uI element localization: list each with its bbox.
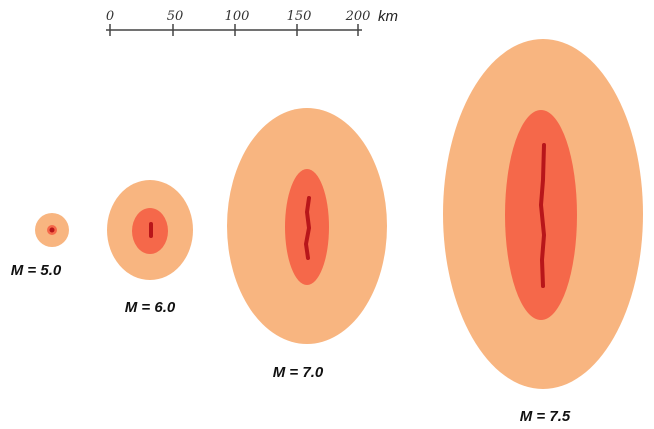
scale-label: 150 bbox=[287, 9, 312, 24]
scale-label: 0 bbox=[106, 9, 114, 24]
rupture bbox=[50, 228, 55, 233]
scale-label: 50 bbox=[167, 9, 184, 24]
zone-m6 bbox=[107, 180, 193, 280]
zone-m5 bbox=[35, 213, 69, 247]
zone-m7 bbox=[227, 108, 387, 344]
scale-label: 200 bbox=[345, 9, 371, 24]
zone-m75 bbox=[443, 39, 643, 389]
rupture bbox=[541, 145, 544, 286]
diagram: 0 50 100 150 200 km M = 5.0 M = 6.0 M = … bbox=[0, 0, 654, 429]
magnitude-label: M = 5.0 bbox=[11, 262, 62, 279]
scale-unit: km bbox=[378, 8, 398, 25]
scale-label: 100 bbox=[225, 9, 250, 24]
magnitude-label: M = 6.0 bbox=[125, 299, 176, 316]
magnitude-label: M = 7.5 bbox=[520, 408, 571, 425]
magnitude-label: M = 7.0 bbox=[273, 364, 324, 381]
scale-bar: 0 50 100 150 200 km bbox=[106, 8, 398, 36]
